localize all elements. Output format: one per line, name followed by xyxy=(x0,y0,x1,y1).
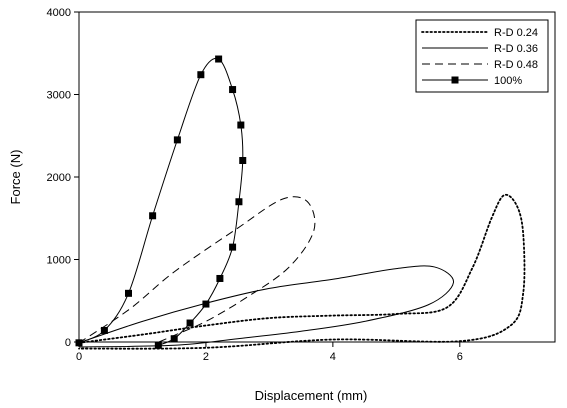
data-point xyxy=(197,71,205,79)
legend: R-D 0.24 R-D 0.36 R-D 0.48 100% xyxy=(415,19,549,93)
data-point xyxy=(235,198,243,206)
data-point xyxy=(173,136,181,144)
series-2 xyxy=(78,196,316,345)
y-tick-label: 1000 xyxy=(47,255,71,267)
x-tick-label: 0 xyxy=(76,351,82,363)
legend-marker xyxy=(451,76,459,84)
x-tick-label: 4 xyxy=(330,351,336,363)
x-axis-label: Displacement (mm) xyxy=(255,388,368,403)
series-line xyxy=(78,193,526,350)
x-tick-label: 6 xyxy=(457,351,463,363)
legend-entry: 100% xyxy=(494,75,522,87)
data-point xyxy=(237,121,245,129)
legend-entry: R-D 0.24 xyxy=(494,27,538,39)
series-line xyxy=(78,57,244,346)
data-point xyxy=(125,289,133,297)
y-tick-label: 3000 xyxy=(47,90,71,102)
data-point xyxy=(154,341,162,349)
data-point xyxy=(75,339,83,347)
data-point xyxy=(186,319,194,327)
series-layer xyxy=(75,55,526,350)
data-point xyxy=(229,86,237,94)
y-tick-label: 4000 xyxy=(47,7,71,19)
data-point xyxy=(202,300,210,308)
y-axis-ticks: 0 1000 2000 3000 4000 xyxy=(47,7,79,349)
data-point xyxy=(229,243,237,251)
legend-entry: R-D 0.48 xyxy=(494,59,538,71)
x-axis-ticks: 0 2 4 6 xyxy=(76,342,463,363)
y-axis-label: Force (N) xyxy=(8,150,23,205)
data-point xyxy=(100,326,108,334)
data-point xyxy=(149,212,157,220)
data-point xyxy=(216,274,224,282)
y-tick-label: 0 xyxy=(65,337,71,349)
x-tick-label: 2 xyxy=(203,351,209,363)
series-3 xyxy=(75,55,247,349)
series-0 xyxy=(78,193,526,350)
data-point xyxy=(239,157,247,164)
series-line xyxy=(78,196,316,345)
legend-entry: R-D 0.36 xyxy=(494,43,538,55)
data-point xyxy=(215,55,223,63)
data-point xyxy=(170,335,178,343)
y-tick-label: 2000 xyxy=(47,172,71,184)
